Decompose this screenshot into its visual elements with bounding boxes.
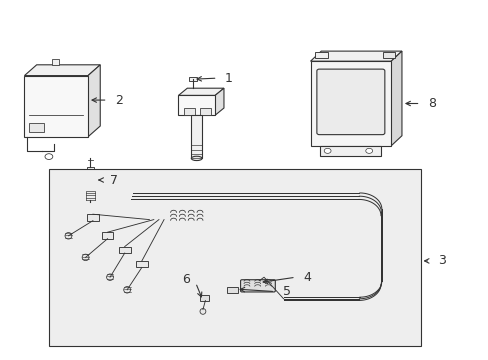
Text: 4: 4: [303, 271, 310, 284]
Bar: [191, 115, 202, 158]
Bar: [315, 52, 327, 58]
Ellipse shape: [191, 156, 202, 161]
Bar: [85, 171, 95, 182]
Polygon shape: [88, 65, 100, 137]
Text: 5: 5: [282, 285, 290, 298]
FancyBboxPatch shape: [316, 69, 384, 135]
Text: 2: 2: [115, 94, 122, 107]
Text: 1: 1: [224, 72, 232, 85]
Polygon shape: [178, 88, 224, 95]
Ellipse shape: [106, 274, 113, 280]
Ellipse shape: [200, 309, 205, 314]
Circle shape: [324, 148, 330, 153]
Bar: [102, 232, 113, 239]
Polygon shape: [24, 65, 100, 76]
Polygon shape: [215, 88, 224, 115]
Bar: [49, 169, 420, 346]
Ellipse shape: [123, 287, 130, 293]
Bar: [136, 261, 147, 267]
Text: 7: 7: [110, 174, 118, 186]
Bar: [183, 108, 195, 115]
Bar: [200, 108, 211, 115]
Polygon shape: [83, 183, 97, 195]
Polygon shape: [390, 51, 401, 146]
Ellipse shape: [82, 254, 89, 261]
Text: 3: 3: [437, 255, 445, 267]
Bar: [320, 146, 381, 156]
FancyBboxPatch shape: [240, 280, 275, 292]
Polygon shape: [24, 76, 88, 137]
Ellipse shape: [65, 233, 72, 239]
Bar: [119, 247, 130, 253]
Bar: [382, 52, 394, 58]
Bar: [87, 214, 99, 221]
Text: 8: 8: [427, 97, 435, 110]
Text: 6: 6: [182, 273, 189, 286]
Bar: [86, 167, 94, 171]
Bar: [227, 287, 238, 293]
Polygon shape: [310, 61, 390, 146]
Polygon shape: [310, 51, 401, 61]
Bar: [29, 123, 44, 132]
Bar: [200, 295, 209, 301]
Polygon shape: [178, 95, 215, 115]
Bar: [52, 59, 59, 65]
Bar: [189, 77, 197, 81]
Circle shape: [365, 148, 372, 153]
